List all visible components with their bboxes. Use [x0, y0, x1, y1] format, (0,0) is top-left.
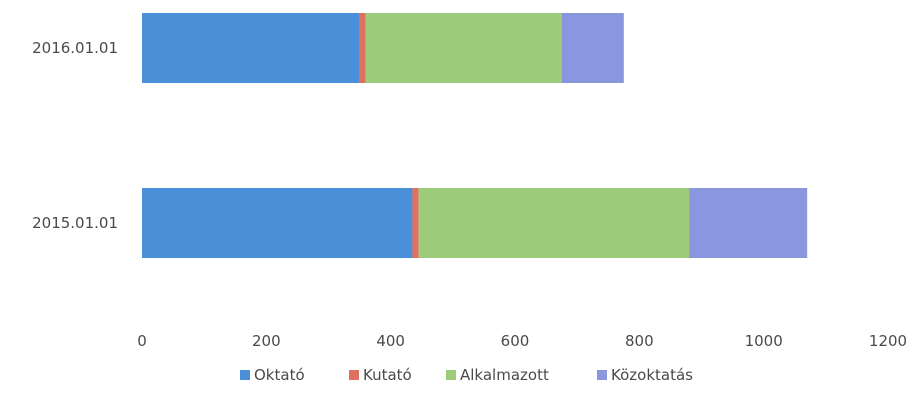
bar-2016-01-01-kutato	[359, 13, 366, 83]
bar-2015-01-01-alkalmazott	[418, 188, 690, 258]
bar-2016-01-01-kozoktatas	[561, 13, 624, 83]
x-tick-label: 800	[625, 332, 654, 350]
x-tick-label: 200	[252, 332, 281, 350]
bar-2015-01-01-oktato	[142, 188, 413, 258]
bar-2015-01-01-kozoktatas	[689, 188, 808, 258]
x-tick-label: 1000	[745, 332, 783, 350]
x-tick-label: 1200	[869, 332, 907, 350]
category-label: 2015.01.01	[32, 214, 118, 232]
legend-label-kozoktatas: Közoktatás	[611, 366, 693, 384]
legend-swatch-kozoktatas	[597, 370, 607, 380]
legend-swatch-alkalmazott	[446, 370, 456, 380]
x-axis-ticks: 0 200 400 600 800 1000 1200	[137, 332, 907, 350]
legend: Oktató Kutató Alkalmazott Közoktatás	[240, 366, 693, 384]
legend-label-alkalmazott: Alkalmazott	[460, 366, 549, 384]
legend-swatch-kutato	[349, 370, 359, 380]
category-labels: 2016.01.01 2015.01.01	[32, 39, 118, 232]
legend-label-kutato: Kutató	[363, 366, 412, 384]
x-tick-label: 0	[137, 332, 147, 350]
bar-2015-01-01-kutato	[412, 188, 419, 258]
x-tick-label: 400	[376, 332, 405, 350]
category-label: 2016.01.01	[32, 39, 118, 57]
bar-2016-01-01-alkalmazott	[365, 13, 562, 83]
bars-layer	[142, 13, 808, 258]
legend-swatch-oktato	[240, 370, 250, 380]
x-tick-label: 600	[501, 332, 530, 350]
legend-label-oktato: Oktató	[254, 366, 305, 384]
bar-2016-01-01-oktato	[142, 13, 360, 83]
